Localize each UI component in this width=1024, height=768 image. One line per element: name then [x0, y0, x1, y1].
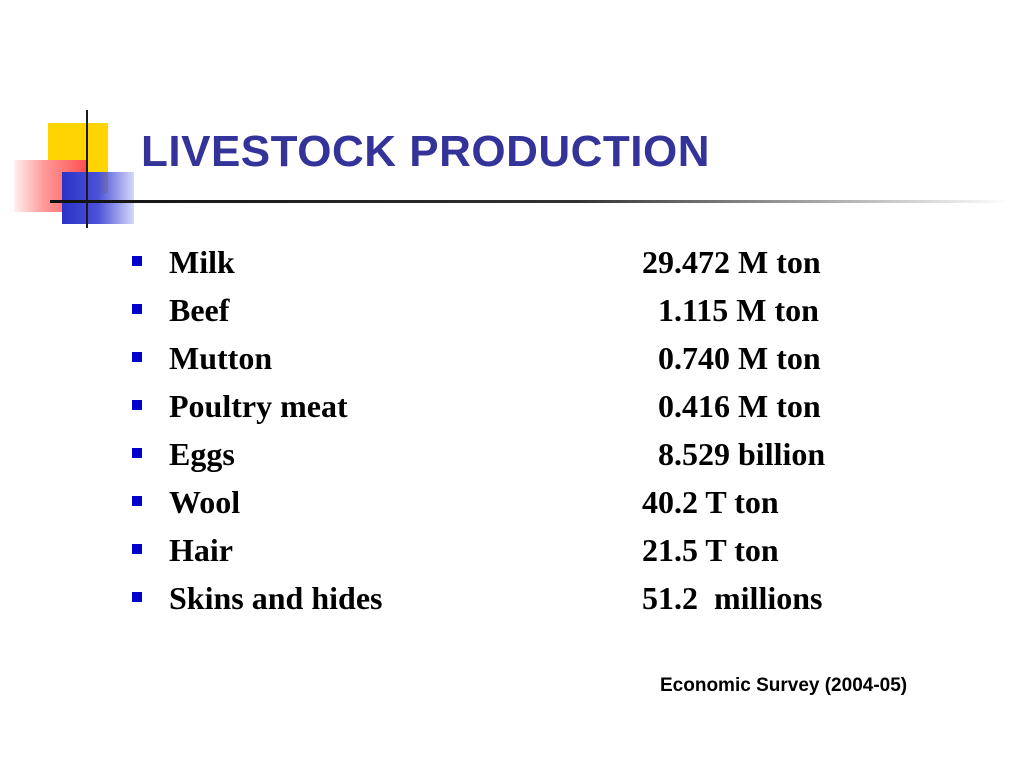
list-item: Milk 29.472 M ton [130, 238, 910, 286]
slide-title: LIVESTOCK PRODUCTION [141, 127, 711, 176]
item-label: Wool [169, 484, 241, 520]
item-value: 21.5 T ton [642, 532, 779, 568]
item-value: 0.740 M ton [642, 340, 821, 376]
item-label: Hair [169, 532, 233, 568]
item-value: 8.529 billion [642, 436, 826, 472]
square-bullet-icon [132, 256, 142, 266]
production-list: Milk 29.472 M ton Beef 1.115 M ton Mutto… [130, 238, 910, 622]
item-value: 40.2 T ton [642, 484, 779, 520]
square-bullet-icon [132, 304, 142, 314]
title-underline [50, 200, 1010, 203]
square-bullet-icon [132, 448, 142, 458]
decor-vertical-line [86, 110, 88, 228]
list-item: Poultry meat 0.416 M ton [130, 382, 910, 430]
item-label: Poultry meat [169, 388, 348, 424]
list-item: Hair 21.5 T ton [130, 526, 910, 574]
item-label: Skins and hides [169, 580, 383, 616]
source-citation: Economic Survey (2004-05) [660, 675, 908, 696]
square-bullet-icon [132, 496, 142, 506]
item-label: Milk [169, 244, 235, 280]
item-value: 51.2 millions [642, 580, 823, 616]
square-bullet-icon [132, 352, 142, 362]
decor-blue-square [62, 172, 134, 224]
item-value: 29.472 M ton [642, 244, 821, 280]
item-value: 1.115 M ton [642, 292, 819, 328]
list-item: Beef 1.115 M ton [130, 286, 910, 334]
item-label: Mutton [169, 340, 273, 376]
list-item: Eggs 8.529 billion [130, 430, 910, 478]
item-label: Beef [169, 292, 230, 328]
item-value: 0.416 M ton [642, 388, 821, 424]
square-bullet-icon [132, 400, 142, 410]
list-item: Skins and hides 51.2 millions [130, 574, 910, 622]
list-item: Wool 40.2 T ton [130, 478, 910, 526]
square-bullet-icon [132, 592, 142, 602]
list-item: Mutton 0.740 M ton [130, 334, 910, 382]
square-bullet-icon [132, 544, 142, 554]
item-label: Eggs [169, 436, 235, 472]
